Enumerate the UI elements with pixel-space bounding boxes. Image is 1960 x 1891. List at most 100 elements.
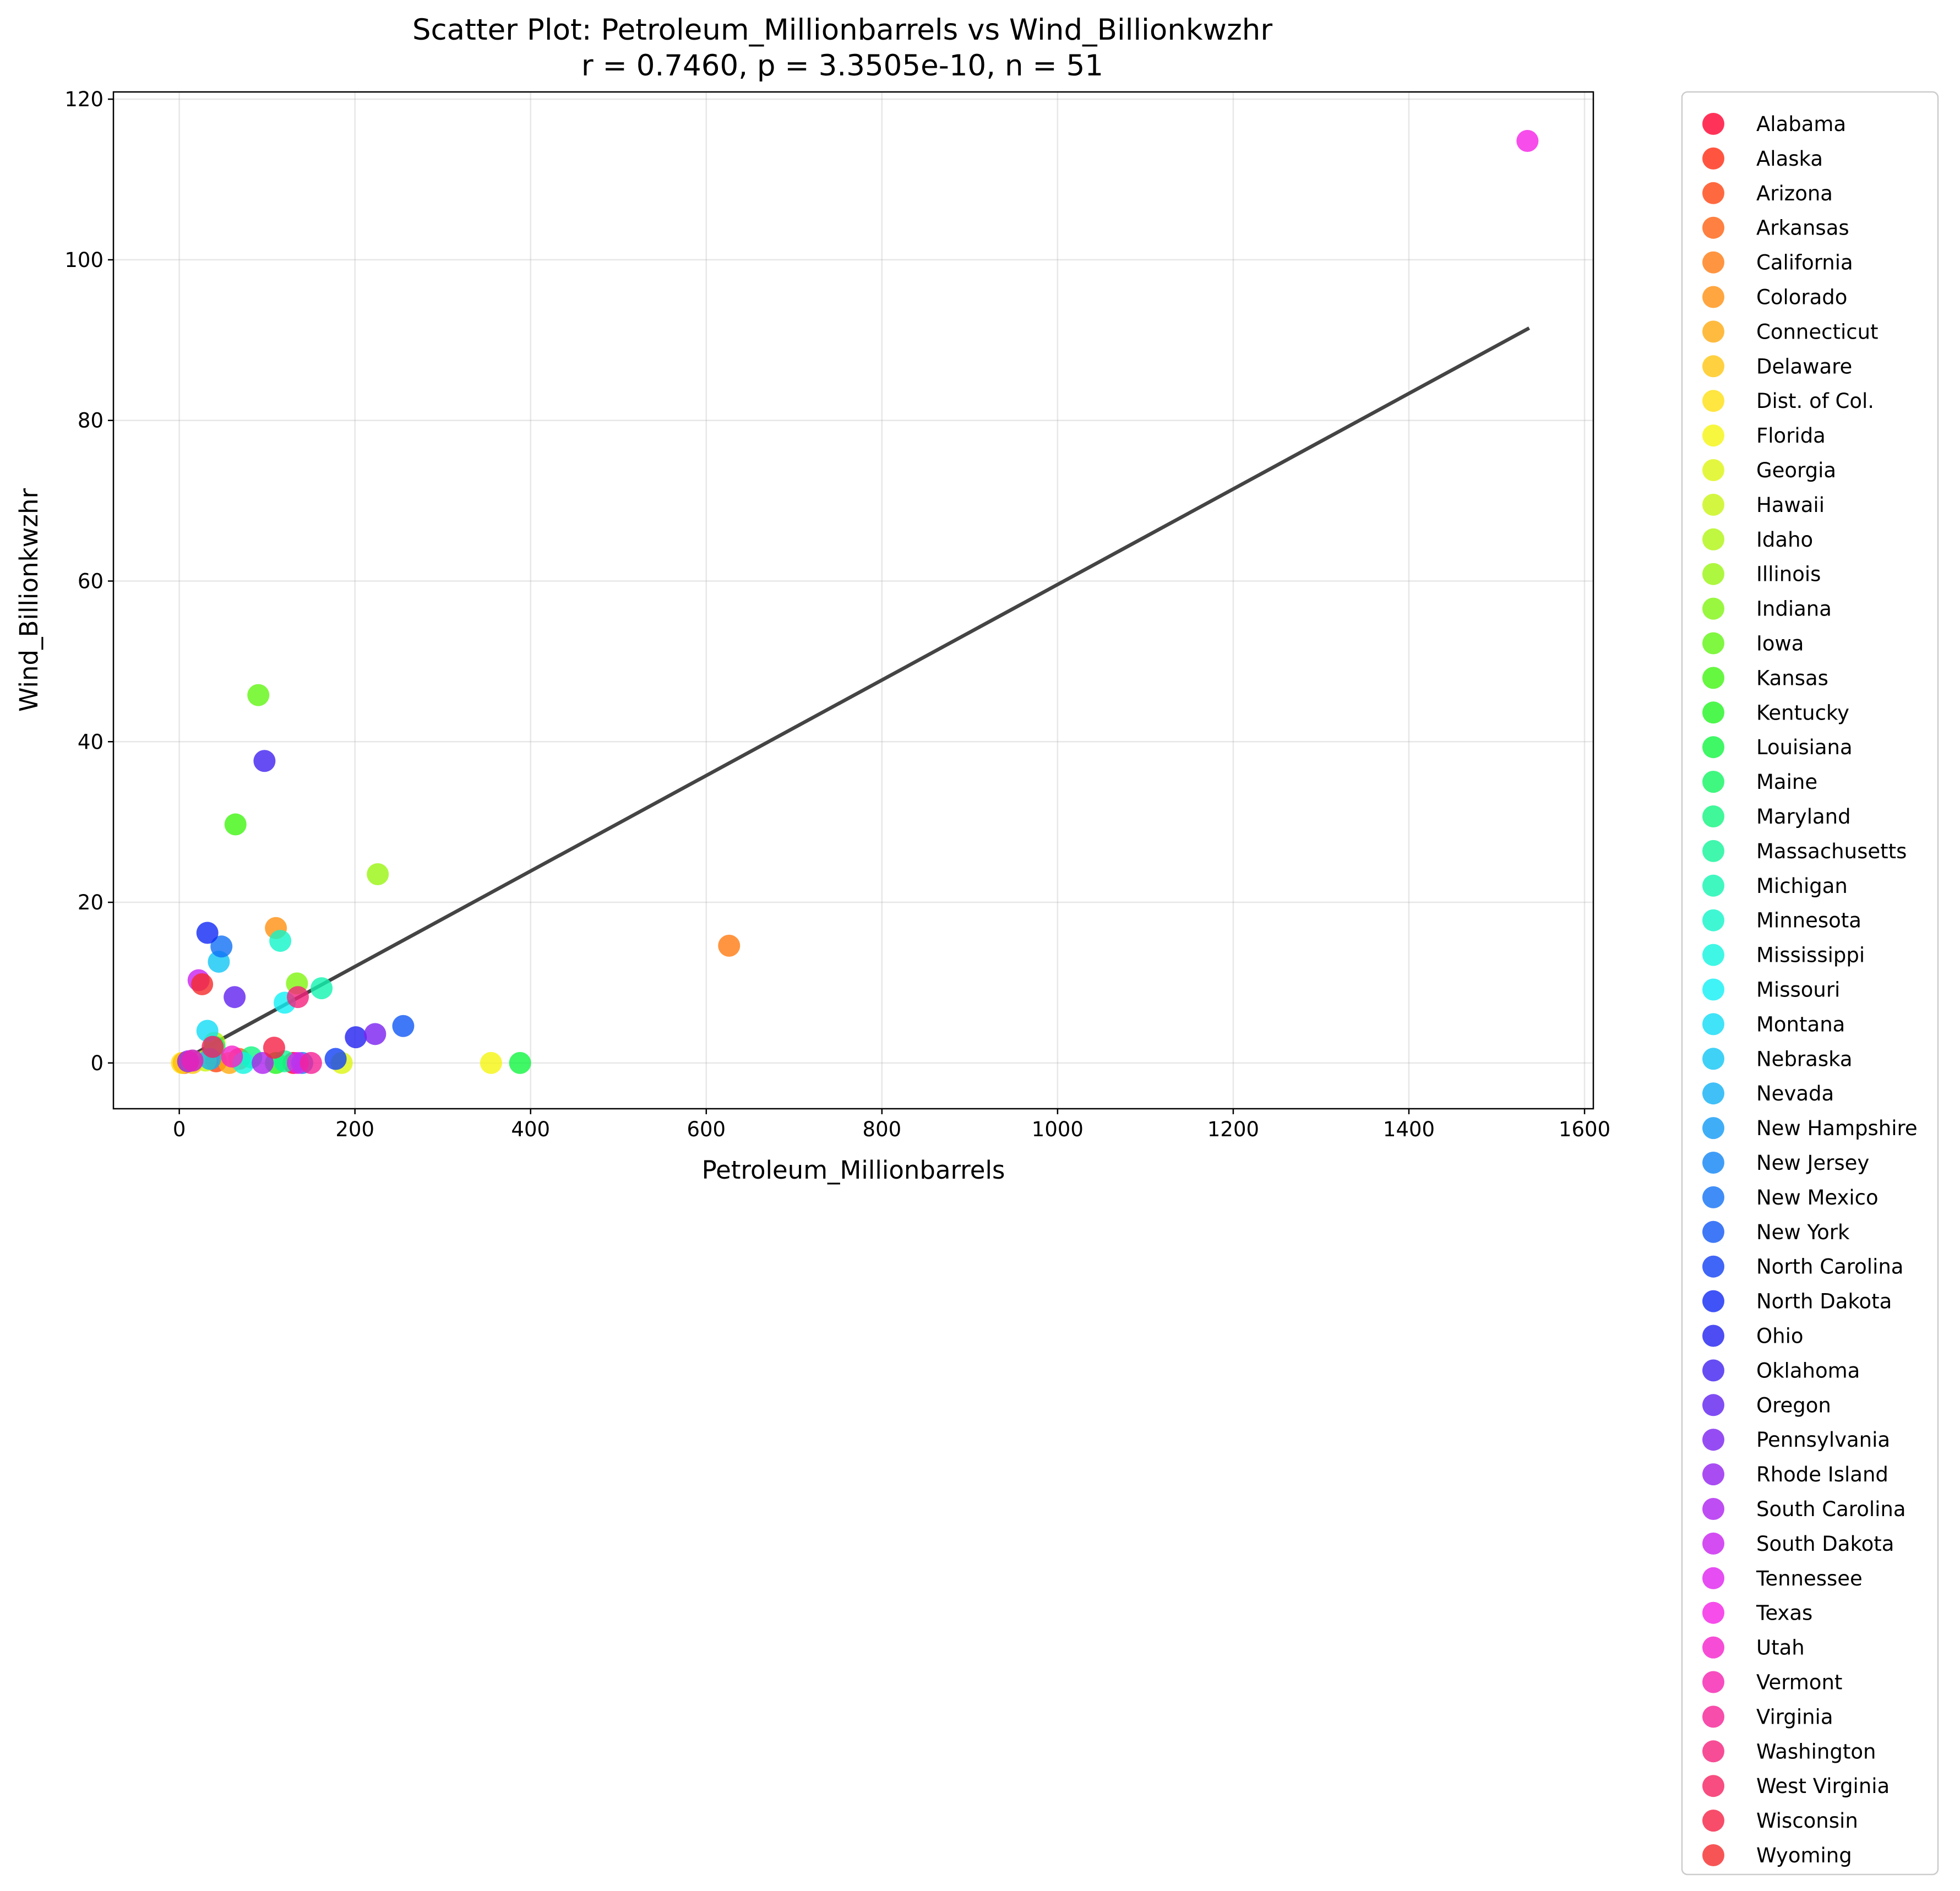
- legend-marker: [1702, 1048, 1724, 1070]
- legend-marker: [1702, 1844, 1724, 1866]
- legend-marker: [1702, 1186, 1724, 1208]
- legend-label: South Dakota: [1756, 1532, 1894, 1556]
- y-axis-ticks: 0 20 40 60 80 100 120: [64, 88, 113, 1075]
- legend-marker: [1702, 1013, 1724, 1036]
- legend-label: Utah: [1756, 1636, 1805, 1660]
- legend-marker: [1702, 355, 1724, 378]
- y-tick-label: 0: [90, 1051, 104, 1075]
- y-tick-label: 100: [64, 248, 104, 272]
- legend-items: Alabama Alaska Arizona Arkansas California Co…: [1702, 112, 1918, 1867]
- legend: Alabama Alaska Arizona Arkansas California Co…: [1681, 91, 1939, 1876]
- legend-label: Virginia: [1756, 1705, 1833, 1729]
- data-point: [202, 1036, 224, 1058]
- legend-label: West Virginia: [1756, 1774, 1890, 1798]
- x-tick-label: 400: [511, 1118, 550, 1141]
- legend-label: New Jersey: [1756, 1151, 1869, 1175]
- legend-marker: [1702, 147, 1724, 170]
- legend-label: Ohio: [1756, 1325, 1804, 1348]
- y-tick-label: 20: [78, 891, 104, 914]
- legend-marker: [1702, 1325, 1724, 1347]
- legend-marker: [1702, 1740, 1724, 1763]
- legend-marker: [1702, 493, 1724, 516]
- legend-frame: [1681, 91, 1939, 1876]
- legend-marker: [1702, 909, 1724, 931]
- data-point: [253, 750, 276, 772]
- x-tick-label: 1400: [1383, 1118, 1435, 1141]
- y-tick-label: 60: [78, 569, 104, 593]
- legend-marker: [1702, 1636, 1724, 1659]
- data-point: [324, 1048, 347, 1070]
- legend-label: Kansas: [1756, 666, 1828, 690]
- legend-label: Delaware: [1756, 355, 1852, 378]
- legend-label: Michigan: [1756, 874, 1848, 898]
- legend-label: Texas: [1756, 1601, 1812, 1625]
- legend-label: Nevada: [1756, 1082, 1834, 1105]
- legend-label: Florida: [1756, 424, 1826, 448]
- legend-label: Maryland: [1756, 805, 1851, 829]
- x-tick-label: 0: [173, 1118, 186, 1141]
- legend-marker: [1702, 874, 1724, 897]
- legend-label: Arkansas: [1756, 216, 1849, 240]
- legend-label: Alaska: [1756, 147, 1823, 171]
- legend-label: Idaho: [1756, 528, 1813, 552]
- data-point: [210, 935, 233, 958]
- data-point: [367, 863, 389, 885]
- legend-label: Massachusetts: [1756, 840, 1907, 863]
- legend-label: Minnesota: [1756, 909, 1861, 933]
- legend-label: New Hampshire: [1756, 1116, 1918, 1140]
- legend-label: Colorado: [1756, 286, 1847, 309]
- legend-label: Indiana: [1756, 597, 1832, 621]
- legend-marker: [1702, 597, 1724, 620]
- data-point: [269, 930, 292, 952]
- data-point: [191, 973, 214, 995]
- data-point: [181, 1049, 204, 1072]
- x-axis-ticks: 0 200 400 600 800 1000 1200 1400 1600: [173, 1109, 1610, 1141]
- legend-label: Arizona: [1756, 182, 1833, 205]
- legend-label: New Mexico: [1756, 1186, 1879, 1209]
- data-point: [247, 684, 270, 706]
- legend-label: Iowa: [1756, 632, 1804, 656]
- data-point: [1516, 129, 1539, 152]
- legend-marker: [1702, 424, 1724, 447]
- data-point: [509, 1051, 531, 1074]
- legend-marker: [1702, 320, 1724, 343]
- trend-line-group: [183, 326, 1531, 1061]
- data-point: [718, 934, 741, 957]
- legend-marker: [1702, 1255, 1724, 1278]
- chart-title: Scatter Plot: Petroleum_Millionbarrels v…: [412, 13, 1273, 47]
- legend-marker: [1702, 1117, 1724, 1140]
- data-point: [392, 1015, 415, 1037]
- data-point: [480, 1051, 502, 1074]
- legend-label: Wyoming: [1756, 1844, 1852, 1867]
- legend-marker: [1702, 736, 1724, 759]
- legend-marker: [1702, 667, 1724, 689]
- legend-label: Maine: [1756, 770, 1817, 794]
- legend-marker: [1702, 563, 1724, 585]
- x-axis-label: Petroleum_Millionbarrels: [702, 1156, 1005, 1185]
- legend-marker: [1702, 1671, 1724, 1693]
- legend-label: Tennessee: [1756, 1567, 1863, 1590]
- legend-marker: [1702, 1429, 1724, 1451]
- legend-marker: [1702, 840, 1724, 862]
- data-point: [345, 1026, 367, 1049]
- y-axis-label: Wind_Billionkwzhr: [14, 488, 43, 712]
- legend-label: Louisiana: [1756, 735, 1853, 759]
- legend-marker: [1702, 701, 1724, 724]
- legend-marker: [1702, 1082, 1724, 1105]
- legend-label: Montana: [1756, 1012, 1845, 1036]
- legend-label: Georgia: [1756, 459, 1836, 482]
- legend-label: Alabama: [1756, 112, 1846, 136]
- legend-label: Dist. of Col.: [1756, 389, 1874, 413]
- legend-marker: [1702, 1532, 1724, 1555]
- data-point: [263, 1037, 285, 1059]
- legend-marker: [1702, 1220, 1724, 1243]
- plot-frame: [112, 91, 1594, 1110]
- legend-marker: [1702, 286, 1724, 308]
- legend-marker: [1702, 1705, 1724, 1728]
- data-point: [221, 1045, 243, 1068]
- legend-label: Oklahoma: [1756, 1359, 1860, 1382]
- data-point: [287, 986, 309, 1009]
- legend-marker: [1702, 632, 1724, 655]
- legend-marker: [1702, 182, 1724, 204]
